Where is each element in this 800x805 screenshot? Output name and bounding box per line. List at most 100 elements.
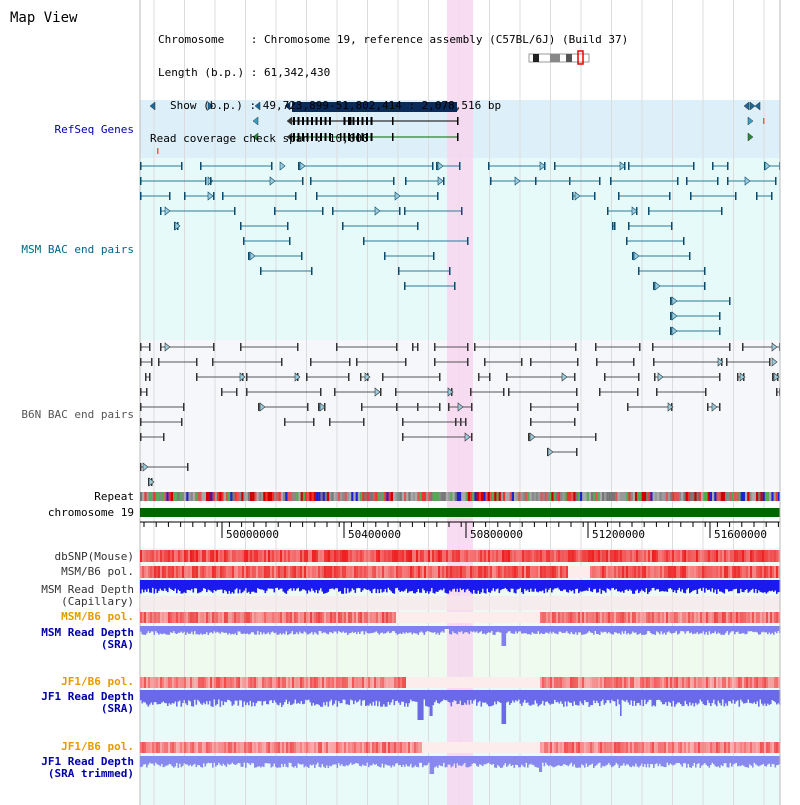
msm-sra-depth (240, 626, 243, 634)
msm-pol-heat (290, 566, 293, 578)
repeat-feature (575, 492, 578, 501)
msm-pol2-heat (228, 612, 231, 623)
jf1-trimmed-depth (456, 756, 459, 764)
jf1-pol2-heat (526, 742, 529, 753)
msm-pol-heat (152, 566, 155, 578)
b6n-bac-end (183, 403, 185, 411)
dbsnp-heat (774, 550, 777, 562)
track-label-jf1-depth-sra[interactable]: JF1 Read Depth (SRA) (41, 690, 134, 715)
jf1-pol2-heat (656, 742, 659, 753)
dbsnp-heat (570, 550, 573, 562)
b6n-bac-end (336, 343, 338, 351)
msm-pol-heat (570, 566, 573, 578)
jf1-sra-depth (261, 690, 264, 706)
msm-sra-depth (402, 626, 405, 633)
jf1-pol2-heat (608, 742, 611, 753)
msm-sra-depth (306, 626, 309, 635)
dbsnp-heat (538, 550, 541, 562)
msm-pol2-heat (692, 612, 695, 623)
jf1-trimmed-depth (197, 756, 199, 766)
jf1-trimmed-depth (698, 756, 700, 764)
msm-pol2-heat (726, 612, 729, 623)
jf1-sra-depth (612, 690, 615, 702)
jf1-pol2-heat (510, 742, 513, 753)
msm-bac-end (729, 297, 731, 305)
exon (357, 117, 359, 125)
dbsnp-heat (382, 550, 385, 562)
msm-bac-arrow (633, 251, 640, 261)
jf1-sra-depth (288, 690, 291, 702)
jf1-trimmed-depth (299, 756, 301, 765)
gene-arrow (284, 101, 291, 111)
dbsnp-heat (536, 550, 539, 562)
gene-arrow (754, 101, 761, 111)
dbsnp-heat (298, 550, 301, 562)
msm-capillary-depth (333, 580, 336, 590)
b6n-bac-arrow (717, 357, 724, 367)
msm-pol2-heat (232, 612, 235, 623)
track-label-msm-b6-pol-2[interactable]: MSM/B6 pol. (61, 610, 134, 623)
msm-pol-heat (624, 566, 627, 578)
msm-sra-depth (609, 626, 612, 634)
dbsnp-heat (594, 550, 597, 562)
jf1-pol-heat (758, 677, 761, 688)
jf1-sra-depth (764, 690, 766, 704)
track-label-repeat[interactable]: Repeat (94, 490, 134, 503)
jf1-sra-depth (467, 690, 469, 701)
dbsnp-heat (748, 550, 751, 562)
track-label-jf1-b6-pol-2[interactable]: JF1/B6 pol. (61, 740, 134, 753)
msm-pol-heat (302, 566, 305, 578)
msm-capillary-depth (290, 580, 292, 589)
jf1-pol-heat (748, 677, 751, 688)
jf1-trimmed-depth (663, 756, 666, 768)
msm-pol2-heat (164, 612, 167, 623)
track-label-jf1-b6-pol[interactable]: JF1/B6 pol. (61, 675, 134, 688)
jf1-trimmed-depth (384, 756, 387, 765)
msm-capillary-depth (444, 580, 447, 593)
msm-capillary-depth (777, 580, 780, 593)
track-label-msm-b6-pol[interactable]: MSM/B6 pol. (61, 565, 134, 578)
jf1-pol-heat (424, 677, 427, 688)
msm-pol-heat (144, 566, 147, 578)
dbsnp-heat (372, 550, 375, 562)
msm-sra-depth (524, 626, 526, 634)
jf1-pol-heat (688, 677, 691, 688)
jf1-pol-heat (342, 677, 345, 688)
msm-sra-depth (234, 626, 237, 634)
jf1-pol2-heat (536, 742, 539, 753)
msm-sra-depth (528, 626, 531, 635)
msm-pol-heat (638, 566, 641, 578)
msm-sra-depth (245, 626, 247, 635)
dbsnp-heat (598, 550, 601, 562)
dbsnp-heat (682, 550, 685, 562)
jf1-trimmed-depth (156, 756, 159, 765)
msm-sra-depth (605, 626, 607, 632)
jf1-pol-heat (686, 677, 689, 688)
track-label-msm-depth-capillary[interactable]: MSM Read Depth (Capillary) (41, 583, 134, 608)
jf1-trimmed-depth (339, 756, 342, 766)
jf1-sra-depth (287, 690, 289, 705)
track-label-jf1-depth-trimmed[interactable]: JF1 Read Depth (SRA trimmed) (41, 755, 134, 780)
msm-capillary-depth (455, 580, 457, 592)
jf1-pol2-heat (456, 742, 459, 753)
msm-pol2-heat (304, 612, 307, 623)
track-label-msm-bac[interactable]: MSM BAC end pairs (21, 243, 134, 256)
track-label-b6n-bac[interactable]: B6N BAC end pairs (21, 408, 134, 421)
track-label-msm-depth-sra[interactable]: MSM Read Depth (SRA) (41, 626, 134, 651)
repeat-feature (441, 492, 444, 501)
jf1-trimmed-depth (677, 756, 679, 763)
track-label-dbsnp[interactable]: dbSNP(Mouse) (54, 550, 134, 563)
jf1-sra-depth (198, 690, 201, 702)
ruler-tick-label: 51600000 (714, 528, 767, 541)
b6n-bac-end (212, 358, 214, 366)
jf1-pol2-heat (304, 742, 307, 753)
msm-sra-depth (584, 626, 586, 635)
msm-pol2-heat (504, 612, 507, 623)
b6n-bac-arrow (667, 402, 674, 412)
jf1-sra-depth (281, 690, 283, 707)
msm-pol2-heat (318, 612, 321, 623)
msm-pol2-heat (476, 612, 479, 623)
msm-sra-depth (264, 626, 267, 635)
jf1-sra-depth (567, 690, 570, 702)
track-label-refseq[interactable]: RefSeq Genes (54, 123, 134, 136)
